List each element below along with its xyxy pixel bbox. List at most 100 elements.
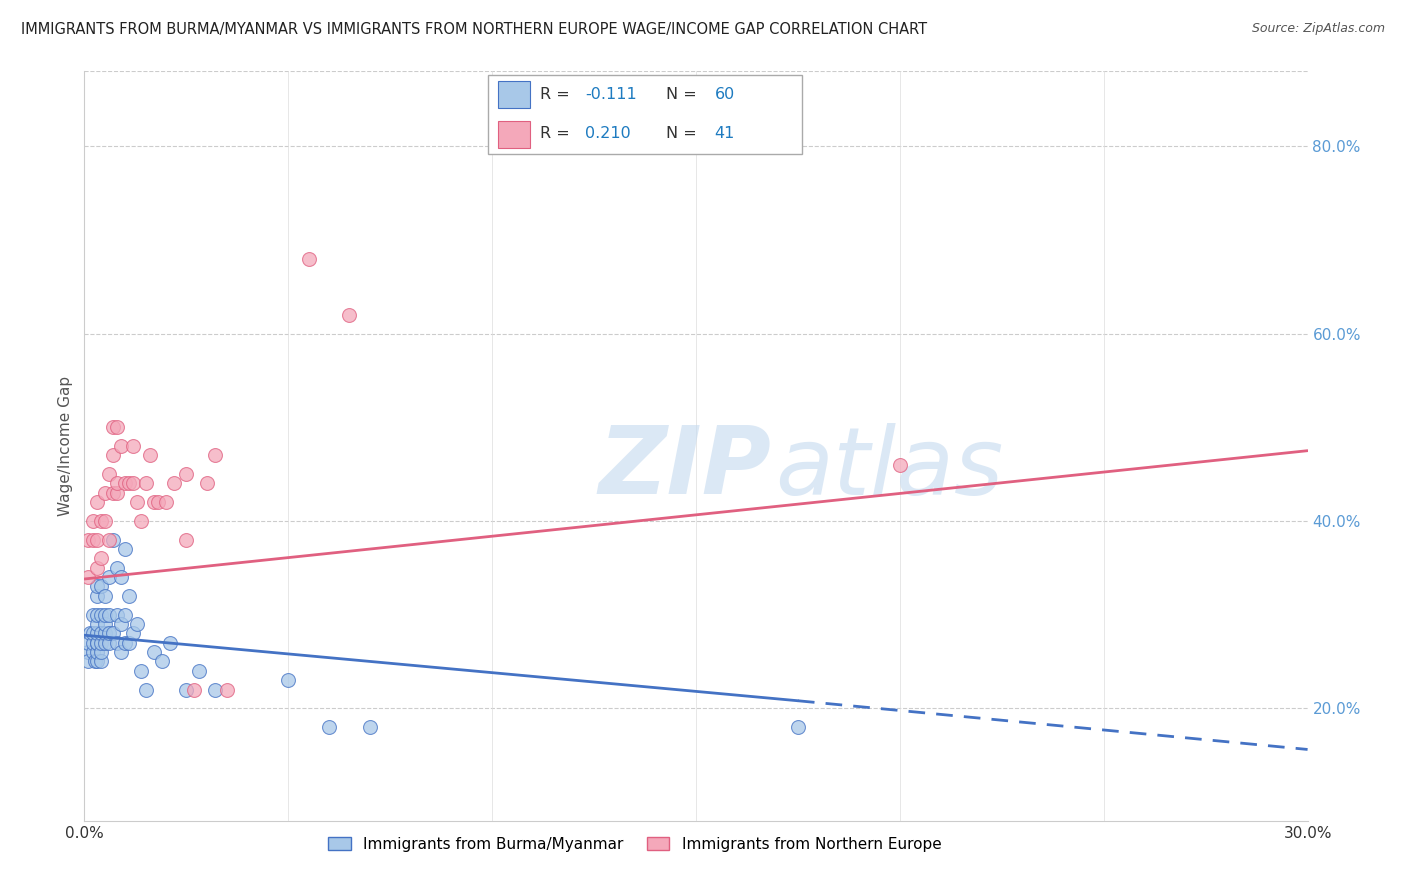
Legend: Immigrants from Burma/Myanmar, Immigrants from Northern Europe: Immigrants from Burma/Myanmar, Immigrant…	[322, 830, 948, 858]
Point	[135, 476, 157, 491]
Point	[82, 645, 104, 659]
Text: 0.210: 0.210	[585, 126, 631, 141]
Point	[101, 449, 124, 463]
Point	[82, 533, 104, 547]
Point	[110, 439, 132, 453]
FancyBboxPatch shape	[498, 120, 530, 147]
Point	[93, 514, 115, 528]
Point	[93, 635, 115, 649]
Point	[86, 589, 108, 603]
Point	[97, 533, 120, 547]
Point	[277, 673, 299, 688]
Text: IMMIGRANTS FROM BURMA/MYANMAR VS IMMIGRANTS FROM NORTHERN EUROPE WAGE/INCOME GAP: IMMIGRANTS FROM BURMA/MYANMAR VS IMMIGRA…	[21, 22, 927, 37]
Point	[101, 626, 124, 640]
Point	[86, 635, 108, 649]
Point	[93, 589, 115, 603]
Point	[118, 476, 141, 491]
Text: atlas: atlas	[776, 423, 1004, 514]
Point	[889, 458, 911, 472]
FancyBboxPatch shape	[498, 80, 530, 108]
Point	[86, 655, 108, 669]
Text: ZIP: ZIP	[598, 423, 770, 515]
Point	[90, 607, 112, 622]
Point	[93, 626, 115, 640]
Point	[93, 486, 115, 500]
Point	[217, 682, 239, 697]
Text: R =: R =	[540, 87, 575, 102]
Point	[110, 617, 132, 632]
Point	[105, 561, 128, 575]
Point	[155, 495, 177, 509]
Point	[86, 495, 108, 509]
Text: N =: N =	[666, 126, 702, 141]
Point	[146, 495, 169, 509]
Point	[105, 420, 128, 434]
Point	[86, 645, 108, 659]
Point	[131, 514, 153, 528]
Point	[183, 682, 205, 697]
FancyBboxPatch shape	[488, 75, 801, 153]
Point	[114, 607, 136, 622]
Point	[142, 645, 165, 659]
Point	[195, 476, 218, 491]
Point	[174, 533, 197, 547]
Point	[118, 589, 141, 603]
Point	[93, 607, 115, 622]
Point	[127, 495, 149, 509]
Point	[97, 626, 120, 640]
Point	[105, 635, 128, 649]
Point	[77, 655, 100, 669]
Point	[105, 476, 128, 491]
Point	[97, 467, 120, 482]
Point	[82, 626, 104, 640]
Point	[174, 682, 197, 697]
Point	[142, 495, 165, 509]
Point	[86, 635, 108, 649]
Point	[339, 308, 361, 322]
Point	[114, 476, 136, 491]
Point	[318, 720, 340, 734]
Point	[138, 449, 160, 463]
Point	[174, 467, 197, 482]
Point	[105, 607, 128, 622]
Point	[90, 645, 112, 659]
Point	[83, 655, 105, 669]
Point	[101, 486, 124, 500]
Text: R =: R =	[540, 126, 575, 141]
Point	[77, 570, 100, 584]
Point	[79, 626, 101, 640]
Point	[82, 607, 104, 622]
Point	[86, 533, 108, 547]
Point	[204, 449, 226, 463]
Text: 41: 41	[714, 126, 735, 141]
Point	[159, 635, 181, 649]
Point	[204, 682, 226, 697]
Point	[127, 617, 149, 632]
Point	[787, 720, 810, 734]
Point	[86, 626, 108, 640]
Point	[150, 655, 173, 669]
Point	[86, 580, 108, 594]
Point	[97, 570, 120, 584]
Point	[82, 635, 104, 649]
Point	[90, 635, 112, 649]
Point	[82, 514, 104, 528]
Point	[93, 617, 115, 632]
Point	[97, 635, 120, 649]
Point	[163, 476, 186, 491]
Point	[86, 561, 108, 575]
Point	[359, 720, 381, 734]
Point	[97, 607, 120, 622]
Text: N =: N =	[666, 87, 702, 102]
Point	[110, 645, 132, 659]
Point	[298, 252, 321, 266]
Point	[86, 607, 108, 622]
Point	[118, 635, 141, 649]
Point	[122, 439, 145, 453]
Point	[131, 664, 153, 678]
Point	[105, 486, 128, 500]
Point	[122, 476, 145, 491]
Point	[77, 635, 100, 649]
Point	[101, 420, 124, 434]
Point	[86, 617, 108, 632]
